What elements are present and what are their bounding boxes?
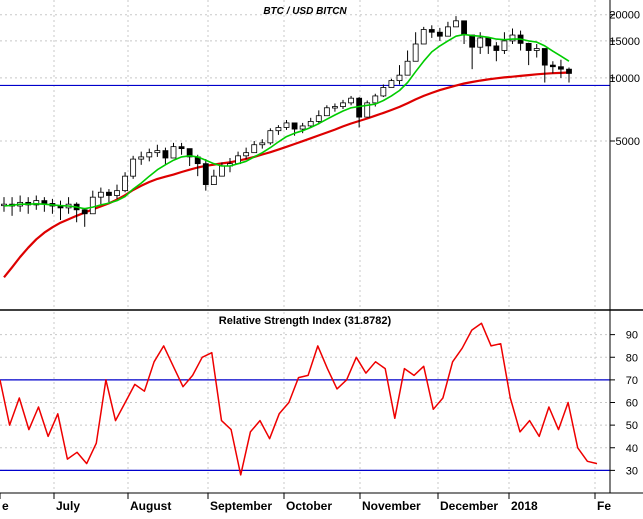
candle-body bbox=[404, 60, 411, 76]
candle-body bbox=[146, 152, 153, 158]
rsi-y-tick-label: 50 bbox=[626, 420, 638, 432]
candle-body bbox=[138, 156, 145, 160]
time-axis: e July August September October November Decem… bbox=[0, 493, 611, 513]
candle-body bbox=[251, 144, 258, 154]
candle-body bbox=[549, 64, 556, 68]
price-grid bbox=[0, 0, 610, 308]
candle-body bbox=[243, 152, 250, 157]
candle-body bbox=[558, 66, 564, 70]
candle-body bbox=[436, 31, 443, 37]
x-tick-label: 2018 bbox=[511, 499, 538, 513]
rsi-y-tick-label: 70 bbox=[626, 375, 638, 387]
x-tick-label: September bbox=[210, 499, 272, 513]
candle-body bbox=[154, 150, 161, 154]
candle-body bbox=[420, 29, 427, 45]
rsi-y-tick-label: 60 bbox=[626, 398, 638, 410]
candle-body bbox=[396, 74, 403, 82]
ma-short-line bbox=[3, 33, 570, 210]
price-y-tick-label: 20000 bbox=[609, 10, 640, 22]
candle-body bbox=[170, 146, 177, 159]
candle-body bbox=[81, 209, 88, 215]
panel-frames bbox=[0, 0, 643, 494]
candle-body bbox=[97, 191, 104, 198]
candle-body bbox=[477, 37, 484, 48]
price-chart-title: BTC / USD BITCN bbox=[263, 6, 347, 17]
candle-body bbox=[178, 146, 185, 150]
candle-body bbox=[89, 196, 96, 215]
candle-body bbox=[259, 142, 266, 146]
candle-body bbox=[501, 40, 508, 51]
rsi-y-tick-label: 40 bbox=[626, 443, 638, 455]
candle-body bbox=[114, 190, 120, 196]
ma-long-line bbox=[3, 71, 570, 278]
rsi-y-tick-label: 30 bbox=[626, 465, 638, 477]
candle-body bbox=[461, 20, 467, 36]
x-tick-label: November bbox=[362, 499, 421, 513]
ma-short-line bbox=[3, 33, 570, 210]
candle-body bbox=[412, 43, 419, 62]
price-y-axis: 5000 10000 15000 20000 bbox=[609, 10, 640, 148]
x-tick-label: October bbox=[286, 499, 332, 513]
rsi-y-tick-label: 90 bbox=[626, 330, 638, 342]
candle-body bbox=[130, 158, 137, 177]
candle-body bbox=[453, 20, 459, 28]
rsi-grid bbox=[0, 312, 610, 493]
candle-body bbox=[267, 130, 274, 144]
x-tick-label: July bbox=[56, 499, 80, 513]
candle-body bbox=[485, 37, 492, 47]
rsi-y-axis: 30 40 50 60 70 80 90 bbox=[610, 330, 638, 477]
x-tick-label: August bbox=[130, 499, 171, 513]
candle-body bbox=[372, 95, 379, 104]
rsi-line bbox=[0, 322, 598, 476]
candle-body bbox=[219, 165, 225, 177]
price-y-tick-label: 5000 bbox=[616, 136, 640, 148]
candle-body bbox=[162, 150, 169, 159]
candle-body bbox=[445, 26, 451, 37]
candle-body bbox=[364, 102, 371, 118]
candle-body bbox=[41, 200, 48, 204]
candle-body bbox=[33, 200, 40, 206]
candle-body bbox=[340, 102, 346, 107]
candle-body bbox=[566, 68, 572, 74]
candle-body bbox=[323, 107, 330, 117]
x-tick-label: e bbox=[2, 499, 9, 513]
candle-body bbox=[299, 125, 306, 130]
candle-body bbox=[509, 34, 516, 42]
candlesticks bbox=[1, 16, 572, 227]
candle-body bbox=[541, 48, 548, 66]
rsi-y-tick-label: 80 bbox=[626, 352, 638, 364]
rsi-chart-title: Relative Strength Index (31.8782) bbox=[219, 315, 392, 327]
candle-body bbox=[533, 48, 540, 51]
candle-body bbox=[388, 80, 395, 88]
candle-body bbox=[291, 122, 298, 130]
candle-body bbox=[122, 175, 128, 192]
candle-body bbox=[275, 127, 282, 132]
candle-body bbox=[525, 42, 532, 51]
candle-body bbox=[202, 163, 209, 185]
candle-body bbox=[315, 115, 322, 122]
rsi-line bbox=[0, 322, 598, 476]
candle-body bbox=[356, 97, 363, 118]
candle-body bbox=[210, 175, 217, 185]
x-tick-label: December bbox=[440, 499, 498, 513]
candle-body bbox=[106, 191, 112, 196]
candle-body bbox=[348, 97, 354, 104]
price-y-tick-label: 15000 bbox=[609, 36, 640, 48]
candle-body bbox=[493, 45, 500, 51]
x-tick-label: Fe bbox=[597, 499, 611, 513]
candle-body bbox=[469, 34, 476, 48]
candle-body bbox=[186, 148, 193, 158]
price-y-tick-label: 10000 bbox=[609, 73, 640, 85]
ma-long-line bbox=[3, 71, 570, 278]
candle-body bbox=[380, 87, 387, 97]
candle-body bbox=[283, 122, 290, 128]
rsi-threshold-lines bbox=[0, 379, 610, 471]
candle-body bbox=[332, 106, 338, 109]
candle-body bbox=[307, 121, 314, 127]
candle-body bbox=[428, 29, 435, 33]
